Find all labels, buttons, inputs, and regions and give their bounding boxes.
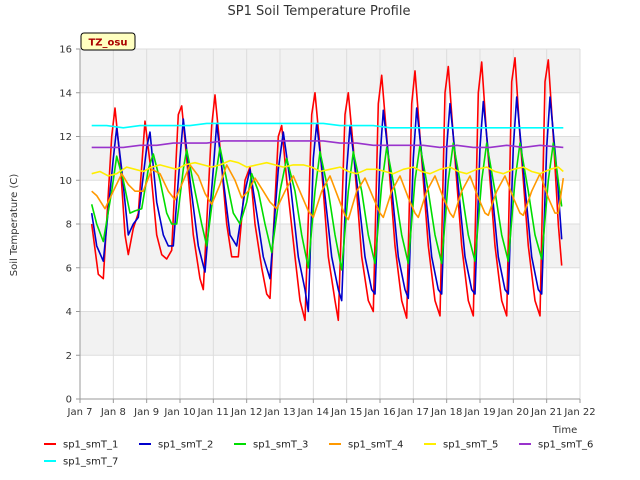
tz-badge-box	[80, 32, 136, 51]
x-axis-ticks: Jan 7 Jan 8 Jan 9 Jan 10 Jan 11 Jan 12 Jan 13 J…	[67, 399, 596, 418]
series-lines	[90, 57, 565, 322]
y-tick-label: 12	[59, 132, 72, 143]
legend-item: sp1_smT_2	[139, 440, 213, 451]
x-tick-label: Jan 21	[530, 407, 562, 418]
tz-badge: TZ_osu	[80, 32, 136, 51]
legend-item: sp1_smT_1	[44, 440, 118, 451]
legend: sp1_smT_1 sp1_smT_2 sp1_smT_3 sp1_smT_4 sp1_…	[44, 440, 593, 468]
y-tick-label: 0	[66, 395, 72, 406]
y-axis-title: Soil Temperature (C)	[9, 174, 20, 277]
y-tick-label: 16	[59, 45, 72, 56]
legend-item: sp1_smT_3	[234, 440, 308, 451]
y-tick-label: 2	[66, 351, 72, 362]
legend-item: sp1_smT_4	[329, 440, 403, 451]
x-tick-label: Jan 17	[397, 407, 429, 418]
series-line-sp1_smT_5	[91, 159, 564, 177]
legend-label: sp1_smT_7	[63, 457, 118, 468]
plot-band	[80, 311, 580, 356]
x-tick-label: Jan 15	[330, 407, 362, 418]
x-tick-label: Jan 22	[563, 407, 595, 418]
y-tick-label: 10	[59, 176, 72, 187]
series-line-sp1_smT_7	[91, 122, 564, 129]
y-tick-label: 8	[66, 220, 72, 231]
series-line-sp1_smT_4	[91, 164, 565, 221]
chart-title: SP1 Soil Temperature Profile	[228, 4, 411, 19]
y-tick-label: 14	[59, 88, 72, 99]
legend-label: sp1_smT_1	[63, 440, 118, 451]
legend-item: sp1_smT_6	[519, 440, 593, 451]
series-line-sp1_smT_2	[90, 96, 563, 313]
legend-label: sp1_smT_5	[443, 440, 498, 451]
x-tick-label: Jan 16	[363, 407, 395, 418]
y-tick-label: 4	[66, 307, 72, 318]
x-tick-label: Jan 8	[100, 407, 126, 418]
x-tick-label: Jan 7	[67, 407, 93, 418]
x-tick-label: Jan 14	[297, 407, 329, 418]
x-tick-label: Jan 20	[497, 407, 529, 418]
legend-label: sp1_smT_2	[158, 440, 213, 451]
x-tick-label: Jan 9	[133, 407, 159, 418]
series-line-sp1_smT_3	[90, 142, 563, 271]
x-tick-label: Jan 11	[197, 407, 229, 418]
legend-label: sp1_smT_4	[348, 440, 403, 451]
x-tick-label: Jan 10	[163, 407, 195, 418]
x-tick-label: Jan 13	[263, 407, 295, 418]
series-line-sp1_smT_6	[91, 140, 564, 149]
x-tick-label: Jan 12	[230, 407, 262, 418]
x-tick-label: Jan 19	[463, 407, 495, 418]
legend-item: sp1_smT_7	[44, 457, 118, 468]
y-axis-ticks: 0 2 4 6 8 10 12 14 16	[59, 45, 80, 406]
legend-label: sp1_smT_3	[253, 440, 308, 451]
x-tick-label: Jan 18	[430, 407, 462, 418]
x-axis-title: Time	[552, 425, 577, 436]
legend-item: sp1_smT_5	[424, 440, 498, 451]
plot-band	[80, 49, 580, 93]
tz-badge-label: TZ_osu	[88, 38, 127, 49]
y-tick-label: 6	[66, 263, 72, 274]
legend-label: sp1_smT_6	[538, 440, 593, 451]
